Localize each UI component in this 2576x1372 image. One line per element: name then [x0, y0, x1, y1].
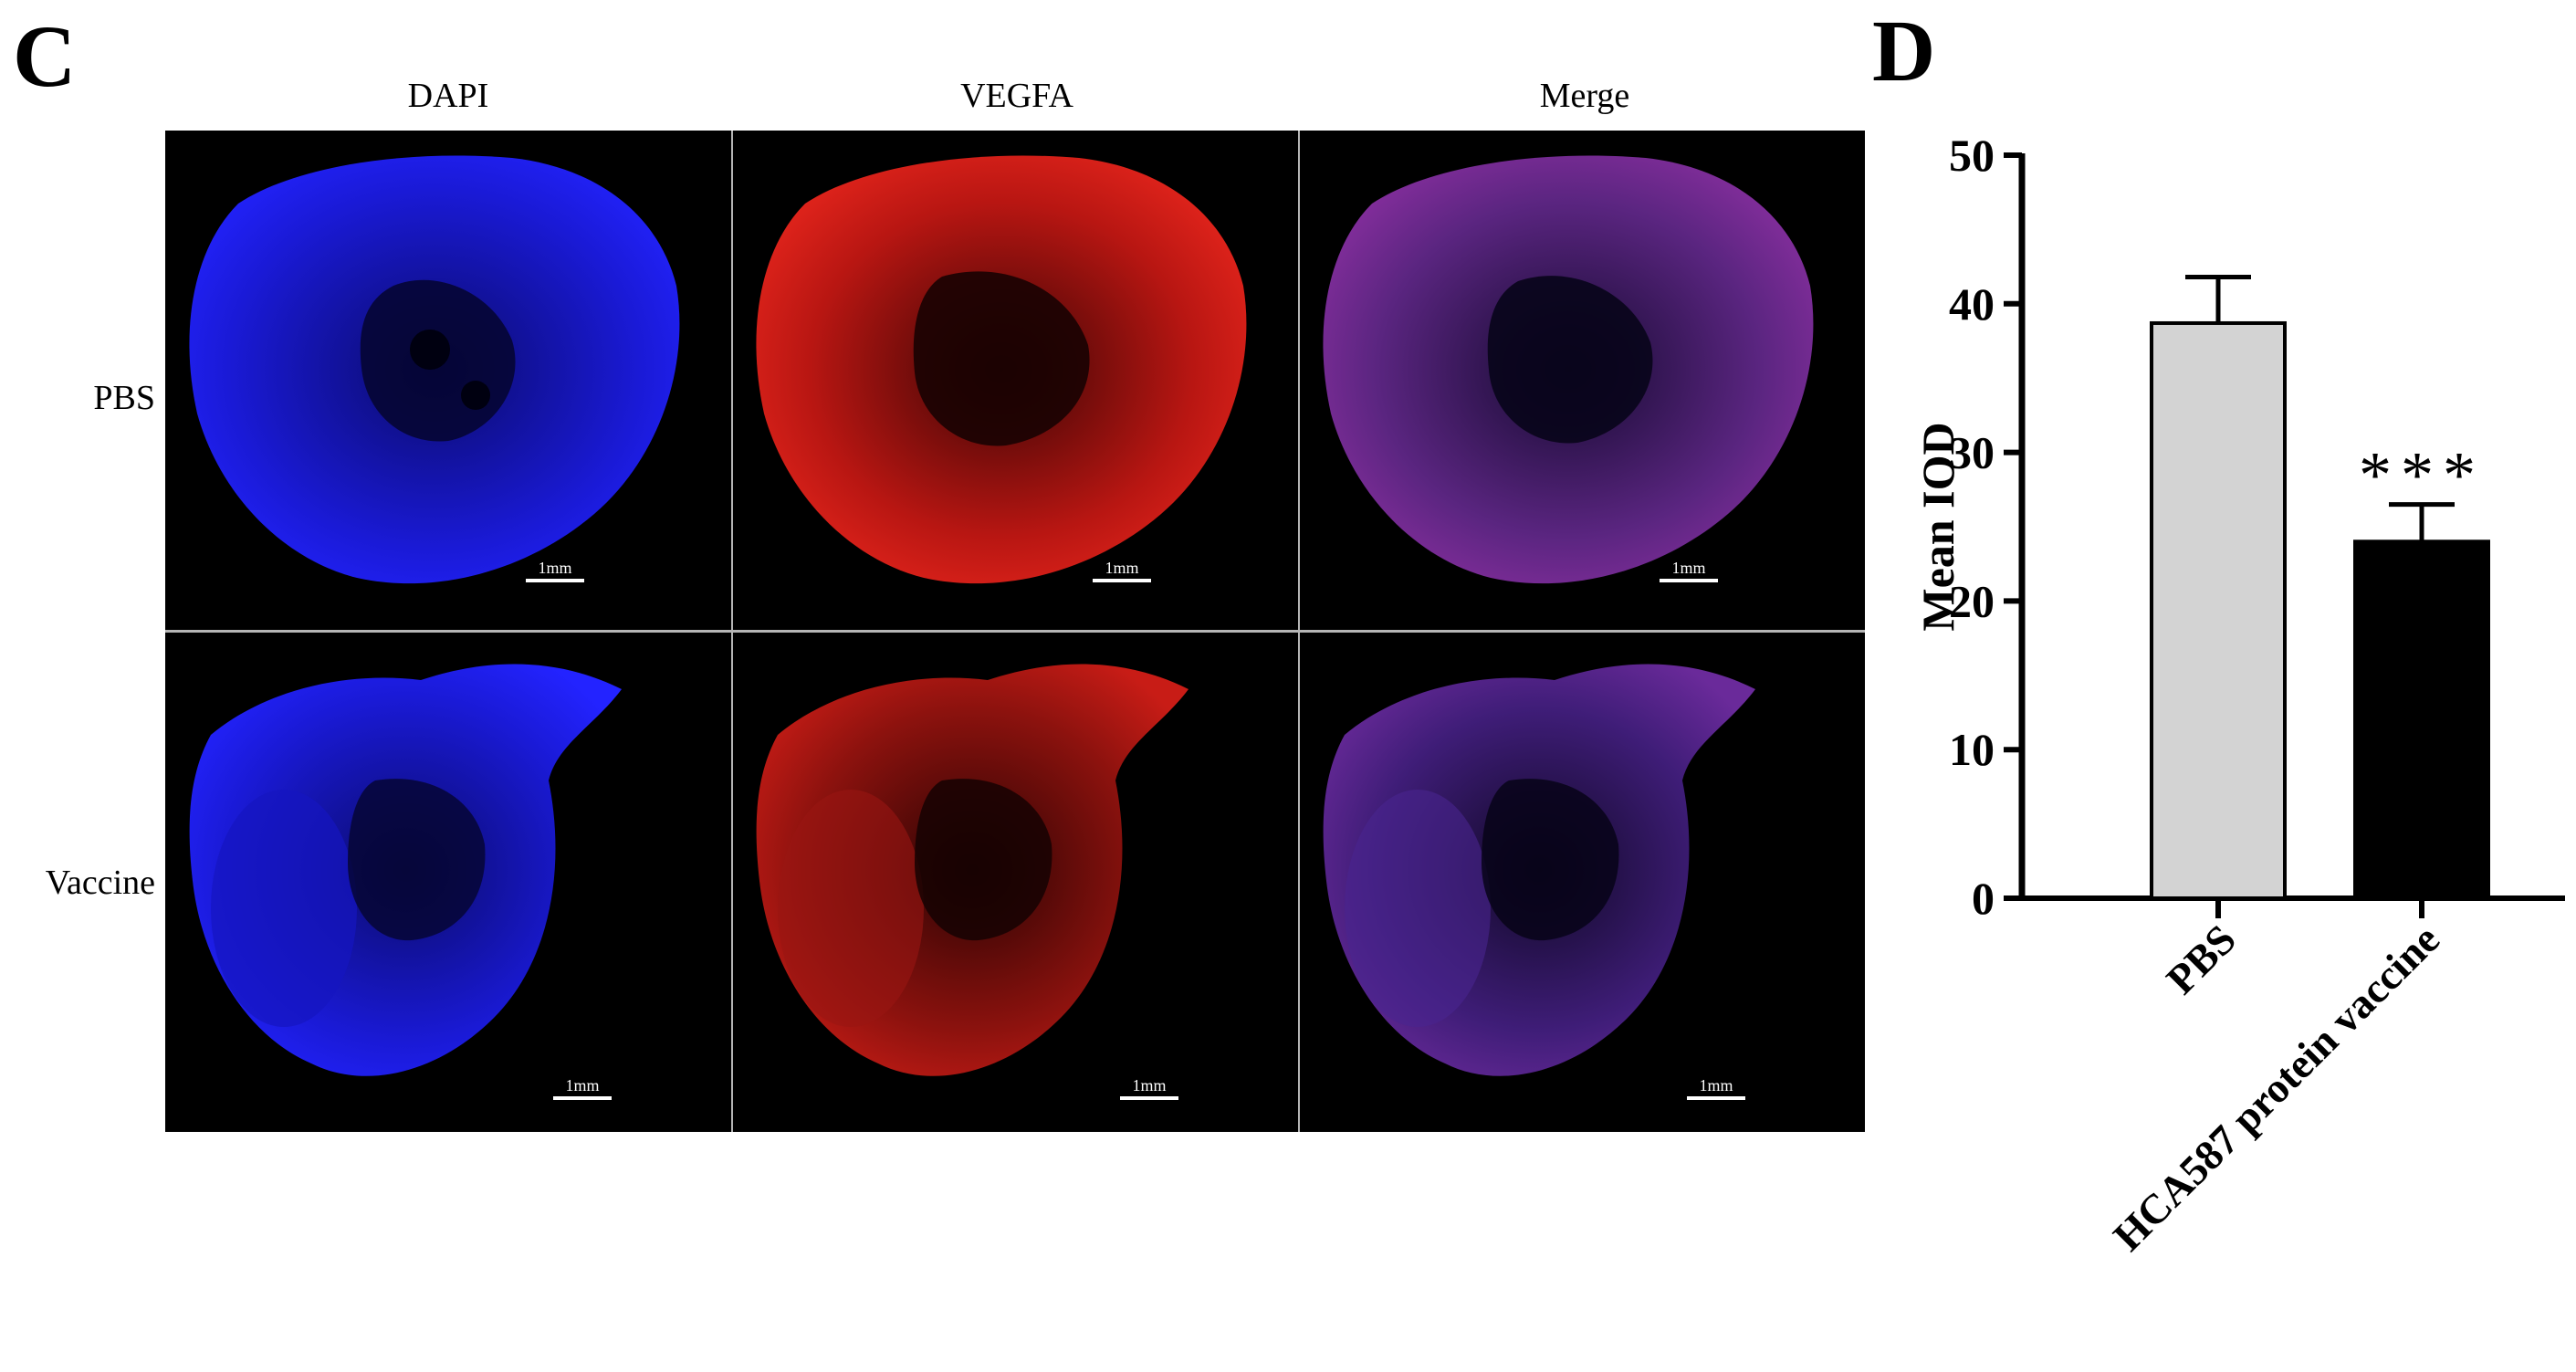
x-tick-label: HCA587 protein vaccine: [2104, 916, 2448, 1260]
scale-bar-label: 1mm: [1671, 559, 1706, 577]
significance-marker: ***: [2359, 439, 2485, 512]
row-label-vaccine: Vaccine: [45, 864, 155, 902]
y-tick-label: 10: [1949, 724, 1995, 775]
y-tick-label: 40: [1949, 278, 1995, 330]
scale-bar-line: [1093, 579, 1151, 582]
column-header-merge: Merge: [1539, 77, 1630, 115]
grid-divider-horizontal: [165, 630, 1865, 633]
scale-bar-line: [1687, 1096, 1745, 1100]
column-header-vegfa: VEGFA: [960, 77, 1073, 115]
scale-bar-label: 1mm: [538, 559, 572, 577]
y-tick-label: 20: [1949, 575, 1995, 626]
bar-pbs: [2150, 320, 2287, 901]
scale-bar: 1mm: [526, 560, 584, 582]
scale-bar-line: [1120, 1096, 1178, 1100]
row-label-pbs: PBS: [93, 379, 155, 417]
tissue-section-pbs-dapi: [189, 155, 680, 584]
y-tick-label: 50: [1949, 130, 1995, 181]
image-vaccine-merge: 1mm: [1299, 634, 1865, 1132]
scale-bar-label: 1mm: [565, 1076, 600, 1094]
panel-label-c: C: [13, 7, 77, 105]
scale-bar: 1mm: [1687, 1077, 1745, 1100]
scale-bar: 1mm: [1660, 560, 1718, 582]
scale-bar-line: [1660, 579, 1718, 582]
tissue-section-vaccine-merge: [1323, 664, 1755, 1076]
scale-bar-label: 1mm: [1132, 1076, 1167, 1094]
image-pbs-dapi: 1mm: [165, 131, 731, 628]
tissue-section-vaccine-dapi: [189, 664, 622, 1076]
scale-bar-label: 1mm: [1105, 559, 1139, 577]
scale-bar-label: 1mm: [1699, 1076, 1733, 1094]
scale-bar-line: [526, 579, 584, 582]
panel-label-d: D: [1872, 2, 1936, 99]
column-header-dapi: DAPI: [407, 77, 489, 115]
image-vaccine-vegfa: 1mm: [732, 634, 1298, 1132]
image-pbs-merge: 1mm: [1299, 131, 1865, 628]
y-tick-label: 0: [1972, 873, 1995, 924]
x-tick-label: PBS: [2157, 916, 2245, 1003]
tissue-section-pbs-vegfa: [756, 155, 1247, 584]
tissue-section-vaccine-vegfa: [756, 664, 1189, 1076]
bar-hca587-vaccine: [2353, 539, 2490, 900]
scale-bar: 1mm: [1093, 560, 1151, 582]
microscopy-grid: 1mm 1mm: [165, 131, 1865, 1132]
scale-bar-line: [553, 1096, 612, 1100]
y-tick-label: 30: [1949, 427, 1995, 478]
scale-bar: 1mm: [553, 1077, 612, 1100]
scale-bar: 1mm: [1120, 1077, 1178, 1100]
y-axis-label: Mean IOD: [1912, 422, 1963, 631]
image-vaccine-dapi: 1mm: [165, 634, 731, 1132]
tissue-section-pbs-merge: [1323, 155, 1814, 584]
image-pbs-vegfa: 1mm: [732, 131, 1298, 628]
